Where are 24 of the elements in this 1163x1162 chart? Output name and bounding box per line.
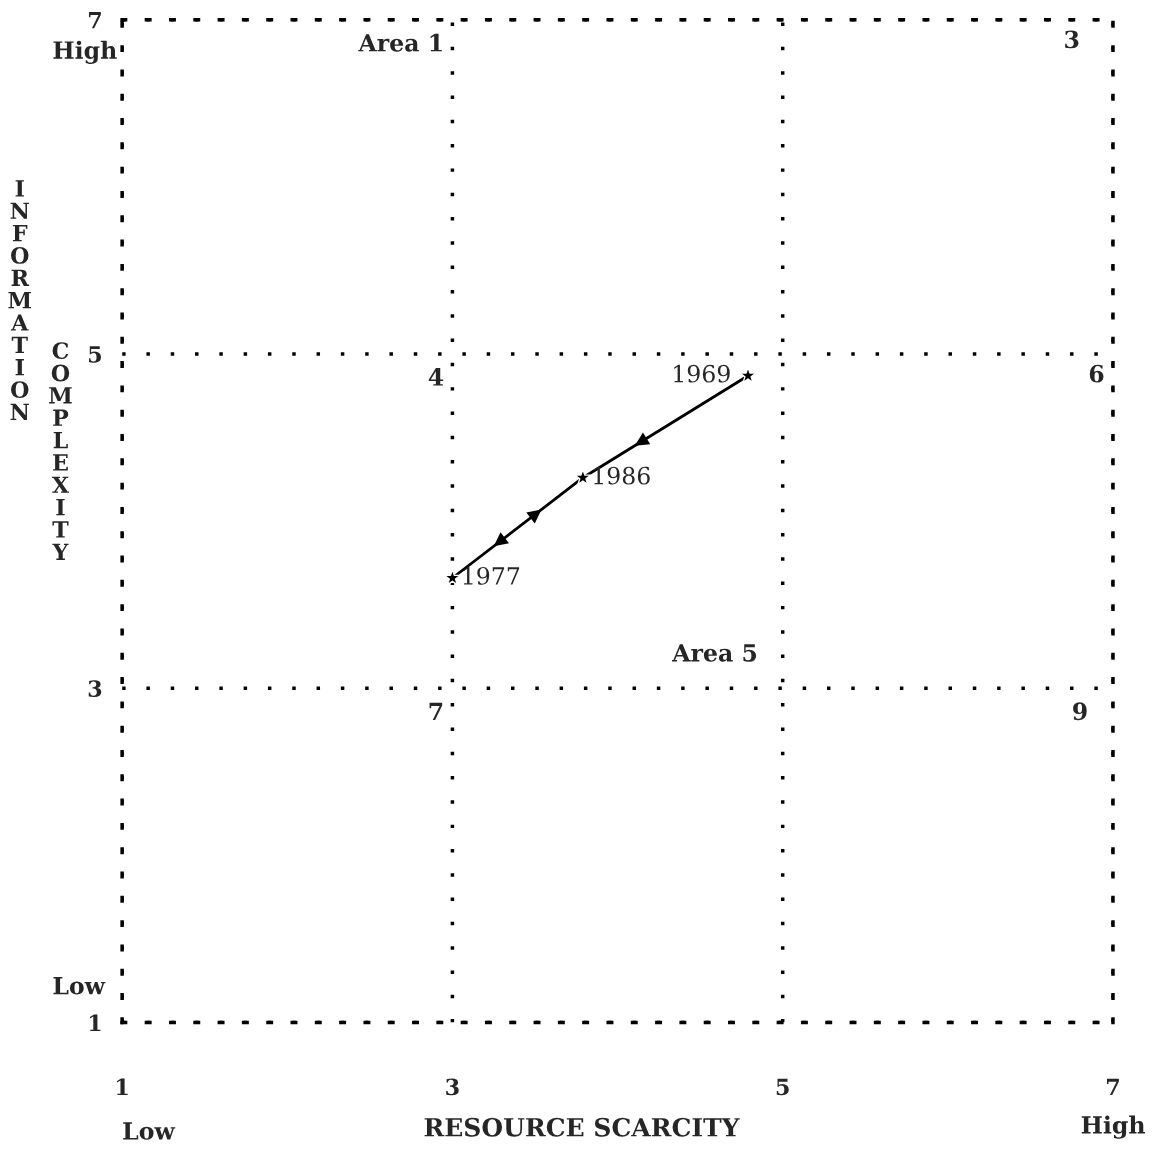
annotation: Area 5 [672,644,757,662]
annotation: 6 [1089,364,1104,383]
annotation: 3 [1065,30,1079,49]
annotation: 1969 [674,364,730,383]
y-tick-label: 3 [88,680,102,698]
annotation: 1977 [463,566,520,585]
x-tick-label: 5 [776,1078,789,1096]
annotation: Area 1 [358,33,442,52]
text: INFORMATION COMPLEXITY [8,180,72,560]
text: Low [123,1122,176,1140]
annotation: 1986 [594,466,650,485]
text: High [1081,1115,1146,1139]
y-tick-label: 1 [89,1014,101,1031]
annotation: 7 [429,702,443,720]
text: High [53,40,117,64]
text: Low [53,977,106,995]
x-tick-label: 7 [1107,1078,1119,1095]
x-tick-label: 1 [117,1078,128,1095]
annotation: 9 [1073,702,1087,721]
x-tick-label: 3 [446,1078,459,1096]
annotation: 4 [428,368,444,386]
y-tick-label: 5 [89,346,101,363]
x-axis-title: RESOURCE SCARCITY [424,1117,740,1137]
y-tick-label: 7 [88,12,101,29]
